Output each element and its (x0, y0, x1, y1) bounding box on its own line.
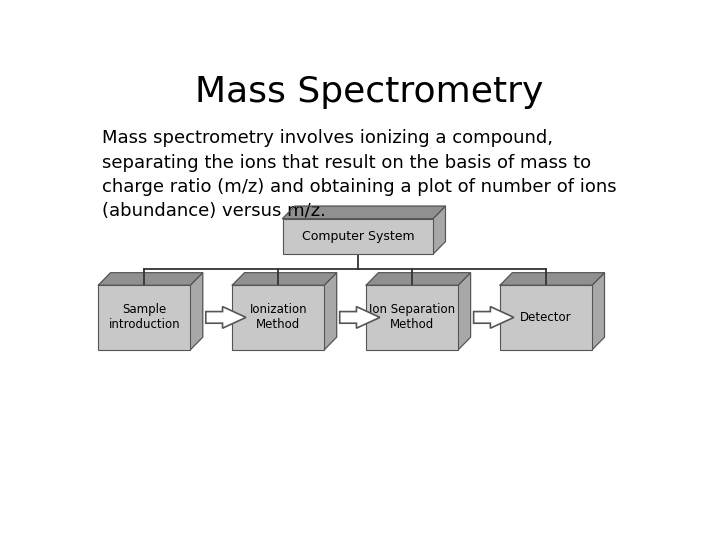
Text: Computer System: Computer System (302, 230, 414, 243)
Text: Mass spectrometry involves ionizing a compound,
separating the ions that result : Mass spectrometry involves ionizing a co… (102, 129, 617, 220)
Bar (500, 285, 593, 349)
Text: Detector: Detector (521, 311, 572, 324)
Polygon shape (324, 273, 337, 349)
Polygon shape (433, 206, 446, 254)
Polygon shape (190, 273, 203, 349)
Polygon shape (233, 273, 337, 285)
Polygon shape (500, 273, 605, 285)
Bar (99, 285, 190, 349)
Polygon shape (282, 206, 446, 219)
Polygon shape (459, 273, 471, 349)
Bar (366, 285, 458, 349)
Polygon shape (593, 273, 605, 349)
Text: Sample
introduction: Sample introduction (109, 303, 180, 332)
Text: Ion Separation
Method: Ion Separation Method (369, 303, 455, 332)
Text: Mass Spectrometry: Mass Spectrometry (195, 75, 543, 109)
Bar (233, 285, 324, 349)
Text: Ionization
Method: Ionization Method (250, 303, 307, 332)
Polygon shape (99, 273, 203, 285)
Polygon shape (474, 307, 514, 328)
Polygon shape (340, 307, 380, 328)
Polygon shape (206, 307, 246, 328)
Bar (282, 219, 433, 254)
Polygon shape (366, 273, 471, 285)
